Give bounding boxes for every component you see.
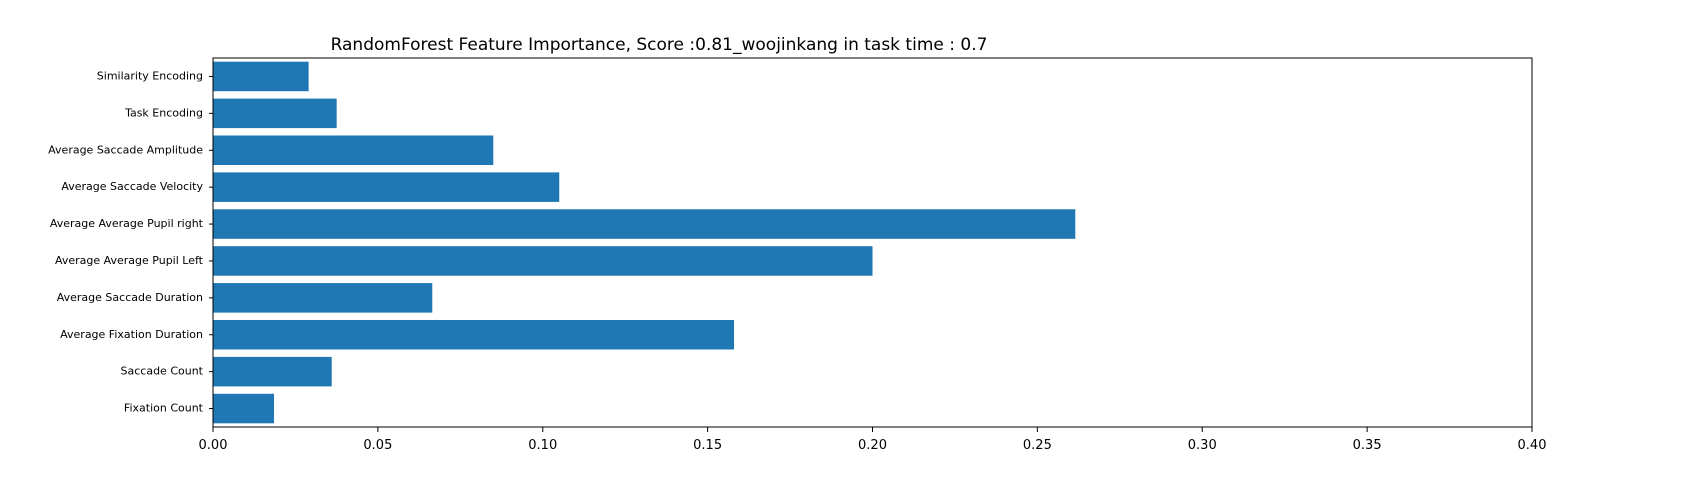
- x-tick-label: 0.00: [199, 438, 228, 453]
- y-tick-label: Saccade Count: [121, 365, 204, 378]
- x-tick-label: 0.40: [1518, 438, 1547, 453]
- y-tick-label: Similarity Encoding: [97, 69, 203, 82]
- bars-group: [213, 61, 1076, 424]
- x-tick-label: 0.25: [1023, 438, 1052, 453]
- x-tick-label: 0.35: [1353, 438, 1382, 453]
- bar: [213, 283, 433, 313]
- bar: [213, 393, 275, 424]
- bar: [213, 172, 560, 202]
- bar: [213, 356, 332, 387]
- y-tick-label: Average Average Pupil right: [50, 217, 204, 230]
- x-axis: 0.00 0.05 0.10 0.15 0.20 0.25 0.30 0.35 0.40: [199, 427, 1547, 453]
- bar: [213, 61, 309, 92]
- y-tick-label: Average Fixation Duration: [60, 328, 203, 341]
- y-tick-label: Average Average Pupil Left: [55, 254, 204, 267]
- x-tick-label: 0.20: [858, 438, 887, 453]
- bar: [213, 319, 735, 350]
- y-tick-label: Average Saccade Amplitude: [48, 143, 203, 156]
- y-tick-label: Task Encoding: [124, 106, 203, 119]
- x-tick-label: 0.05: [363, 438, 392, 453]
- y-axis: Fixation Count Saccade Count Average Fixat…: [48, 69, 213, 415]
- bar: [213, 209, 1076, 239]
- bar: [213, 135, 494, 166]
- y-tick-label: Average Saccade Duration: [57, 291, 203, 304]
- bar: [213, 98, 337, 129]
- chart-title: RandomForest Feature Importance, Score :…: [331, 35, 988, 55]
- x-tick-label: 0.30: [1188, 438, 1217, 453]
- y-tick-label: Average Saccade Velocity: [61, 180, 203, 193]
- bar: [213, 246, 873, 276]
- x-tick-label: 0.15: [693, 438, 722, 453]
- y-tick-label: Fixation Count: [124, 402, 204, 415]
- plot-frame: [212, 57, 1533, 428]
- x-tick-label: 0.10: [528, 438, 557, 453]
